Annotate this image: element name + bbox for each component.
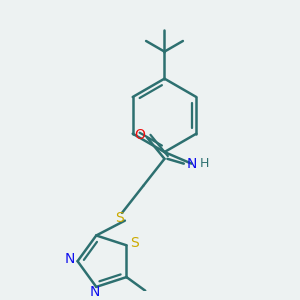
Text: N: N: [89, 285, 100, 299]
Text: N: N: [65, 252, 75, 266]
Text: O: O: [134, 128, 145, 142]
Text: S: S: [115, 211, 124, 225]
Text: S: S: [130, 236, 139, 250]
Text: H: H: [200, 157, 209, 170]
Text: N: N: [186, 157, 197, 171]
